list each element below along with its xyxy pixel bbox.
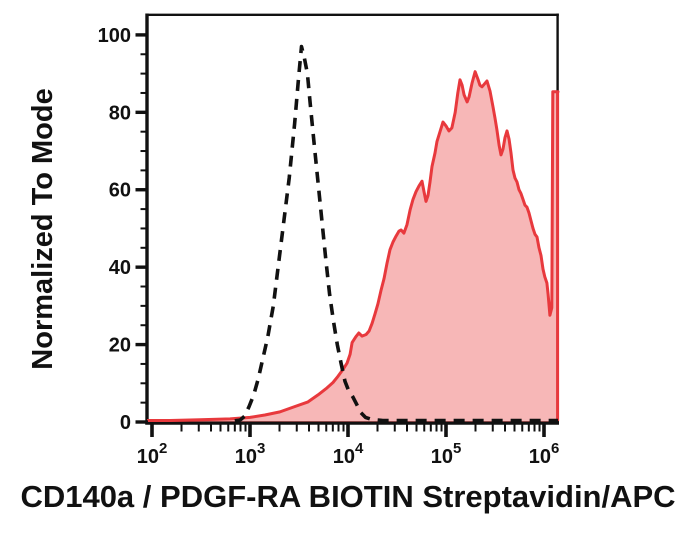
y-axis: 0 20 40 60 80 100 [98,25,148,434]
x-tick-label: 102 [137,440,168,468]
x-axis-title: CD140a / PDGF-RA BIOTIN Streptavidin/APC [20,479,675,514]
x-tick-label: 106 [529,440,560,468]
x-tick-label: 103 [235,440,266,468]
y-tick-label: 40 [109,257,131,279]
y-tick-label: 20 [109,335,131,357]
x-tick-label: 104 [333,440,364,468]
x-tick-label: 105 [431,440,462,468]
histogram-curves [147,44,560,423]
y-tick-label: 0 [120,412,131,434]
y-tick-label: 60 [109,180,131,202]
y-tick-label: 100 [98,25,131,47]
y-axis-title: Normalized To Mode [27,88,59,369]
y-tick-label: 80 [109,102,131,124]
x-axis: 102 103 104 105 106 [137,424,560,468]
